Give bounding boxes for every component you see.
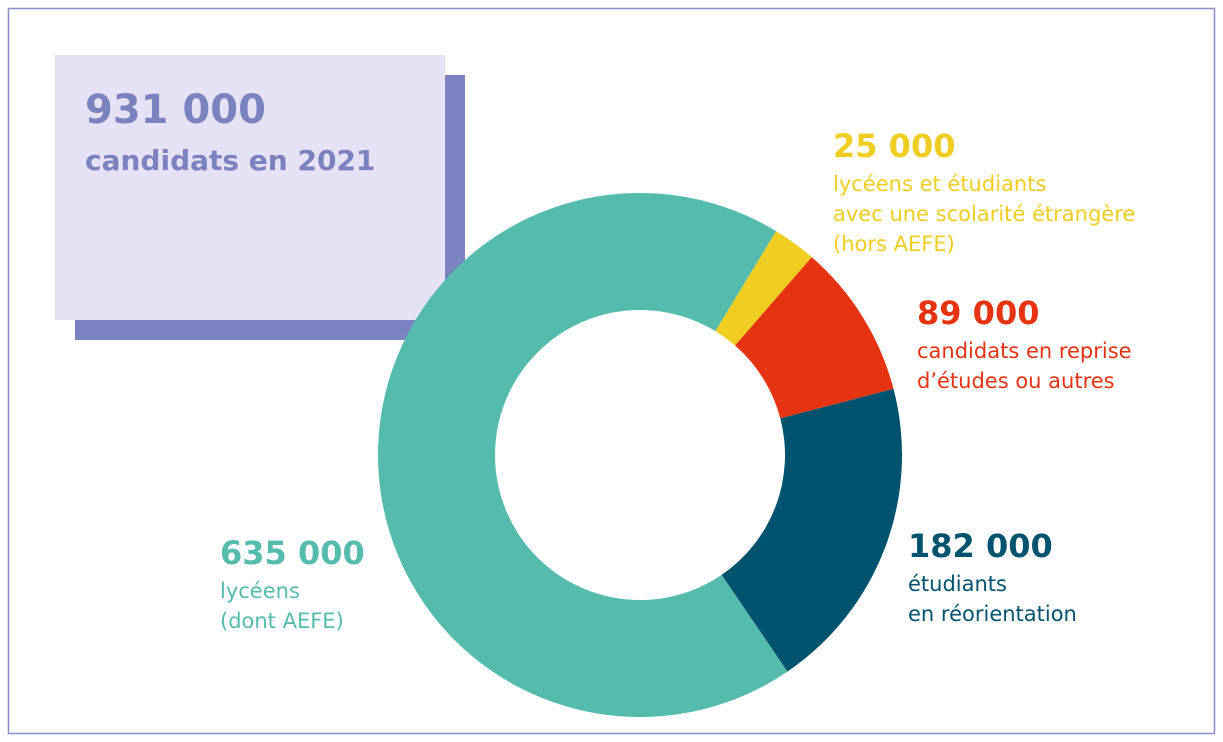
slice xyxy=(735,257,894,419)
slice xyxy=(715,231,812,346)
category-label: lycéens et étudiants avec une scolarité é… xyxy=(833,172,1135,256)
chart-subtitle: candidats en 2021 xyxy=(85,144,375,177)
value-label: 635 000 xyxy=(220,534,365,572)
value-label: 89 000 xyxy=(917,294,1039,332)
slice xyxy=(378,192,788,718)
category-label: lycéens (dont AEFE) xyxy=(220,579,344,633)
value-label: 182 000 xyxy=(908,527,1053,565)
chart-title: 931 000 xyxy=(85,87,266,133)
value-label: 25 000 xyxy=(833,127,955,165)
category-label: étudiants en réorientation xyxy=(908,572,1077,626)
category-label: candidats en reprise d’études ou autres xyxy=(917,339,1132,393)
slice xyxy=(721,388,902,672)
total-box xyxy=(55,55,445,320)
donut xyxy=(378,192,902,718)
